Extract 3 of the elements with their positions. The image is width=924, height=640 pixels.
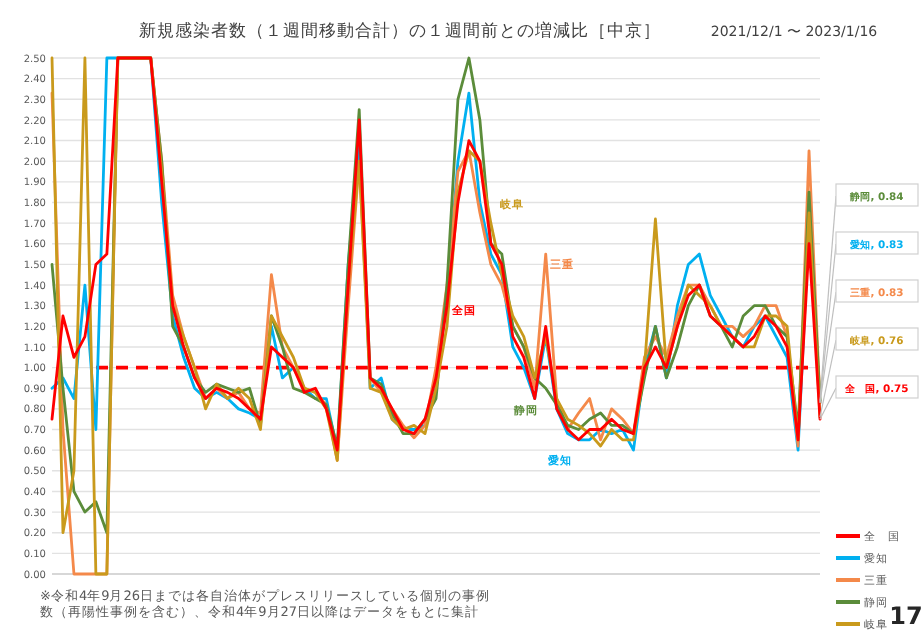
chart-title: 新規感染者数（１週間移動合計）の１週間前との増減比［中京］ (139, 20, 661, 42)
line-series (50, 56, 822, 452)
text: 17 (889, 602, 923, 630)
